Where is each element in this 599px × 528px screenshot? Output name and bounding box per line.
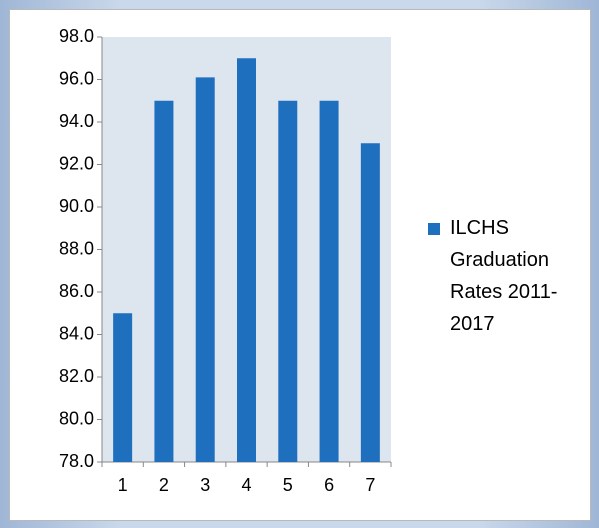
y-tick-label: 80.0: [59, 408, 94, 428]
y-tick-label: 84.0: [59, 323, 94, 343]
x-tick-label: 2: [159, 475, 169, 495]
legend-label: ILCHS Graduation Rates 2011-2017: [450, 217, 558, 335]
y-tick-label: 94.0: [59, 111, 94, 131]
legend-swatch: [428, 223, 440, 235]
bar: [319, 100, 339, 462]
bar: [154, 100, 174, 462]
x-tick-label: 1: [118, 475, 128, 495]
x-tick-label: 7: [365, 475, 375, 495]
bar: [195, 77, 215, 462]
y-tick-label: 90.0: [59, 196, 94, 216]
bar: [278, 100, 298, 462]
y-tick-label: 86.0: [59, 281, 94, 301]
y-tick-label: 88.0: [59, 238, 94, 258]
legend: ILCHS Graduation Rates 2011-2017: [428, 212, 575, 340]
x-tick-label: 3: [200, 475, 210, 495]
bar: [113, 313, 133, 462]
y-tick-label: 78.0: [59, 451, 94, 471]
y-tick-label: 82.0: [59, 366, 94, 386]
y-tick-label: 96.0: [59, 68, 94, 88]
bar: [237, 58, 256, 462]
y-tick-label: 98.0: [59, 26, 94, 46]
y-tick-label: 92.0: [59, 153, 94, 173]
bar: [360, 143, 380, 462]
x-tick-label: 6: [324, 475, 334, 495]
x-tick-label: 4: [241, 475, 251, 495]
x-tick-label: 5: [283, 475, 293, 495]
